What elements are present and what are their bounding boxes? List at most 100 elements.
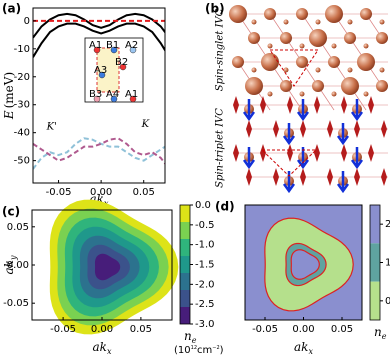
x-axis-label: akx — [93, 340, 112, 356]
site-small — [267, 91, 273, 97]
label-sub: e — [192, 336, 197, 345]
spin-red — [381, 168, 387, 186]
unit-part: ) — [220, 345, 224, 356]
panel-label: (c) — [2, 205, 20, 219]
inset-label: B2 — [115, 57, 128, 68]
spin-red — [327, 120, 333, 138]
unit-cell — [269, 49, 319, 87]
label-main: n — [184, 329, 192, 343]
inset-site — [93, 95, 101, 103]
colorbar-tick-label: -2.5 — [195, 299, 215, 310]
unit-part: (10 — [174, 345, 191, 356]
spin-blue — [350, 147, 364, 170]
y-tick-label: 0.05 — [7, 222, 29, 233]
x-tick-label: 0.00 — [91, 324, 113, 335]
inset-site — [93, 46, 101, 54]
lattice — [229, 5, 388, 194]
colorbar-tick-label: -1.0 — [195, 240, 215, 251]
spin-red — [300, 168, 306, 186]
panel-b-text: Spin-singlet IVC — [215, 8, 226, 91]
site — [296, 56, 308, 68]
spin-red — [233, 96, 239, 114]
colorbar-band — [370, 205, 380, 244]
line — [33, 12, 165, 39]
colorbar-tick-label: 1 — [385, 258, 390, 269]
inset-label: A1 — [125, 89, 138, 100]
spin-red — [287, 96, 293, 114]
site-small — [379, 19, 385, 25]
site-small — [347, 19, 353, 25]
site — [248, 32, 260, 44]
spin-red — [273, 120, 279, 138]
spin-blue — [282, 171, 296, 194]
inset-label: A2 — [125, 40, 138, 51]
site — [280, 80, 292, 92]
x-tick-label: 0.05 — [331, 324, 353, 335]
x-axis-label: akx — [294, 340, 313, 356]
y-tick-label: -50 — [14, 156, 30, 167]
inset-site — [129, 46, 137, 54]
spin-red — [341, 144, 347, 162]
spin-red — [287, 144, 293, 162]
line — [33, 22, 165, 58]
colorbar-band — [370, 281, 380, 320]
label-sub: e — [382, 332, 387, 341]
panel-b-text: Spin-triplet IVC — [215, 108, 226, 188]
label-sub: x — [107, 347, 112, 356]
site — [296, 8, 308, 20]
site-small — [299, 91, 305, 97]
colorbar-tick-label: -3.0 — [195, 319, 215, 330]
inset-site — [129, 95, 137, 103]
panel-label: (a) — [2, 2, 21, 16]
site-small — [283, 19, 289, 25]
y-axis-label: aky — [2, 255, 18, 274]
unit-part: 12 — [191, 345, 197, 351]
inset-site — [98, 71, 106, 79]
colorbar-tick-label: -0.5 — [195, 220, 215, 231]
site-small — [283, 67, 289, 73]
line — [33, 137, 165, 166]
colorbar-band — [180, 256, 190, 273]
inset-label: A1 — [89, 40, 102, 51]
colorbar-tick-label: 0 — [385, 296, 390, 307]
colorbar-label: ne — [184, 329, 197, 345]
label-sub: x — [104, 199, 109, 208]
site — [325, 5, 343, 23]
colorbar-band — [180, 290, 190, 307]
axes-frame — [32, 7, 166, 184]
site — [360, 8, 372, 20]
site — [357, 53, 375, 71]
site — [229, 5, 247, 23]
site — [309, 29, 327, 47]
inset-label: B1 — [106, 40, 119, 51]
spin-blue — [296, 99, 310, 122]
spin-red — [327, 168, 333, 186]
y-axis-label: E(meV) — [2, 72, 16, 120]
spin-blue — [336, 171, 350, 194]
contour-fill — [290, 249, 320, 280]
line — [33, 137, 165, 170]
spin-red — [368, 96, 374, 114]
spin-red — [260, 96, 266, 114]
site — [232, 56, 244, 68]
label-sub: x — [308, 347, 313, 356]
label-main: n — [374, 325, 382, 339]
y-tick-label: -10 — [14, 44, 30, 55]
y-tick-label: -30 — [14, 100, 30, 111]
unit-part: −2 — [212, 345, 219, 351]
site — [328, 56, 340, 68]
colorbar-band — [180, 205, 190, 222]
colorbar-tick-label: -2.0 — [195, 279, 215, 290]
site-small — [363, 91, 369, 97]
y-tick-label: -20 — [14, 72, 30, 83]
panel-label: (d) — [215, 200, 235, 214]
colorbar-tick-label: 2 — [385, 219, 390, 230]
site-small — [331, 91, 337, 97]
site — [280, 32, 292, 44]
site — [376, 32, 388, 44]
site-small — [267, 43, 273, 49]
x-tick-label: 0.05 — [133, 187, 155, 198]
colorbar-band — [370, 243, 380, 282]
x-tick-label: 0.00 — [292, 324, 314, 335]
